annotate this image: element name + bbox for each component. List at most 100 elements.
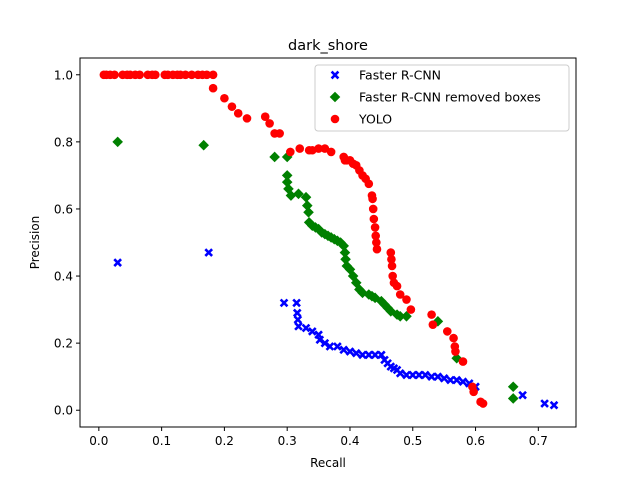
data-point [113,258,122,267]
data-point [368,194,377,204]
legend-label: YOLO [358,112,392,127]
data-point [392,281,402,291]
data-point [549,400,559,410]
legend-item: YOLO [330,112,392,127]
y-tick-label: 0.4 [54,270,73,284]
data-point [295,144,305,153]
data-point [351,348,361,358]
data-point [369,292,381,304]
data-point [387,254,396,264]
data-point [300,191,312,203]
data-point [371,231,381,241]
data-point [135,70,144,80]
y-axis-label: Precision [28,216,42,270]
data-point [198,139,209,151]
data-point [293,315,303,324]
data-point [326,147,336,157]
data-point [242,114,252,123]
series-2 [112,136,519,404]
data-point [507,393,519,404]
data-point [427,310,436,319]
data-point [368,204,378,214]
legend-label: Faster R-CNN [359,68,441,83]
data-point [338,240,349,252]
data-point [204,248,214,257]
data-point [281,151,293,163]
data-point [279,298,289,308]
x-tick-label: 0.4 [340,434,359,448]
data-point [303,207,314,218]
data-point [292,308,302,318]
data-point [402,295,411,304]
data-point [339,247,351,258]
data-point [395,290,405,299]
x-tick-label: 0.2 [215,434,234,448]
data-point [303,217,315,228]
data-point [151,70,160,80]
data-point [339,345,349,355]
data-point [301,200,313,211]
data-point [275,129,284,138]
legend-box [314,64,570,132]
legend-marker [330,70,340,80]
data-point [507,381,519,393]
x-tick-label: 0.0 [89,434,108,448]
data-point [202,70,212,80]
data-point [364,179,374,189]
data-point [354,284,365,295]
data-point [458,377,468,387]
data-point [320,144,330,153]
legend-marker [330,114,340,124]
axis-ticks: 0.0 0.1 0.2 0.3 0.4 0.5 0.6 0.7 0.0 0.2 0.4 0.6 0.8 1… [54,68,548,448]
data-point [394,311,406,322]
data-point [386,248,396,257]
data-point [341,260,353,272]
data-point [370,223,380,232]
x-tick-label: 0.6 [466,434,485,448]
data-point [344,264,356,275]
x-tick-label: 0.7 [529,434,548,448]
data-point [292,298,301,308]
data-point [325,342,335,351]
data-point [112,136,123,148]
y-tick-label: 0.8 [54,135,73,149]
data-point [110,70,119,80]
y-tick-label: 0.2 [54,337,73,351]
data-point [478,399,488,408]
data-point [452,375,462,385]
data-point [307,327,317,336]
data-point [293,188,304,200]
data-point [187,70,197,80]
y-tick-label: 0.0 [54,404,73,418]
data-point [347,270,359,282]
data-point [181,70,190,80]
data-point [420,370,430,380]
data-point [433,372,443,382]
data-point [387,261,397,271]
data-point [260,112,270,122]
data-point [372,244,382,254]
legend-item: Faster R-CNN [330,68,441,83]
plot-area [99,70,559,410]
data-point [227,102,237,111]
data-point [451,347,460,356]
data-point [379,299,390,310]
data-point [283,183,294,195]
data-point [269,151,280,163]
data-point [220,93,229,103]
data-point [281,176,293,188]
data-point [301,323,311,333]
legend-item: Faster R-CNN removed boxes [329,90,541,105]
legend: Faster R-CNN Faster R-CNN removed boxes YO… [314,64,570,132]
x-tick-label: 0.5 [403,434,422,448]
chart-title: dark_shore [288,38,368,54]
data-point [518,390,527,400]
data-point [369,214,379,224]
data-point [540,399,549,408]
y-tick-label: 0.6 [54,202,73,216]
data-point [401,311,412,322]
data-point [357,287,368,299]
series-3 [99,70,488,408]
y-tick-label: 1.0 [54,68,73,82]
